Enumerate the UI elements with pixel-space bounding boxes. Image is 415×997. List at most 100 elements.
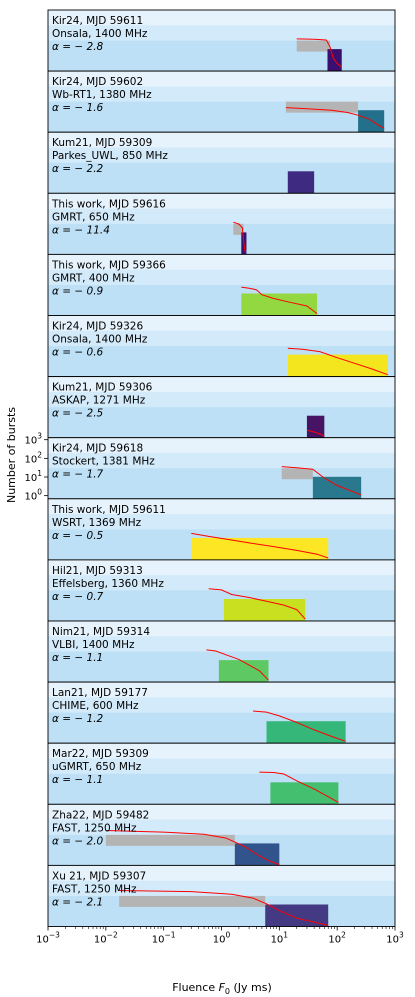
panel-band [48, 514, 395, 530]
panel-band [48, 911, 395, 927]
panel-band [48, 636, 395, 652]
panel-label-line1: Kum21, MJD 59309 [52, 137, 152, 149]
cumulative-curve [306, 429, 325, 437]
fluence-bar [358, 110, 385, 133]
gray-range-box [119, 895, 266, 907]
y-axis-ticks: 103 102 101 100 [24, 432, 48, 503]
x-tick-label: 10−3 [36, 931, 60, 946]
x-tick-label: 10−2 [94, 931, 118, 946]
panel-alpha: α = − 2.0 [52, 835, 104, 847]
panel-band [48, 452, 395, 469]
cumulative-curve [119, 890, 329, 926]
panel-label-line1: This work, MJD 59616 [51, 198, 166, 210]
panel-band [48, 697, 395, 714]
panel-alpha: α = − 0.6 [52, 347, 104, 359]
cumulative-curve [281, 466, 362, 496]
panel-band [48, 391, 395, 408]
x-tick-label: 100 [213, 931, 231, 946]
panel-label-line1: This work, MJD 59611 [51, 504, 166, 516]
panel-label-line2: FAST, 1250 MHz [52, 822, 137, 834]
fluence-bar [306, 415, 325, 438]
panel-band [48, 239, 395, 255]
panel-band [48, 483, 395, 500]
panel-band [48, 193, 395, 209]
panel-label-line2: Parkes_UWL, 850 MHz [52, 150, 168, 162]
panel-alpha: α = − 2.8 [52, 41, 104, 53]
panel-band [48, 804, 395, 820]
panel-band [48, 55, 395, 72]
x-tick-label: 102 [328, 931, 346, 946]
panel-label-line1: Kir24, MJD 59611 [52, 15, 143, 27]
cumulative-curve [241, 286, 318, 315]
panel-label-line2: Stockert, 1381 MHz [52, 456, 155, 468]
panel-band [48, 605, 395, 622]
panel-band [48, 71, 395, 87]
panel-band [48, 498, 395, 515]
panel-band [48, 880, 395, 897]
panel-label-line1: Lan21, MJD 59177 [52, 687, 148, 699]
panel-label-line2: Onsala, 1400 MHz [52, 28, 148, 40]
gray-range-box [105, 834, 235, 846]
panel-band [48, 743, 395, 759]
panel-alpha: α = − 2.2 [52, 163, 104, 175]
fluence-bar [218, 660, 269, 683]
panel-band [48, 559, 395, 576]
panel-band [48, 789, 395, 805]
fluence-bar [265, 904, 329, 927]
panel-alpha: α = − 1.1 [52, 774, 103, 786]
panel-alpha: α = − 11.4 [52, 224, 110, 236]
y-tick-label: 100 [24, 488, 42, 503]
gray-range-box [296, 40, 330, 52]
panel-band [48, 850, 395, 866]
panel-label-line1: Kir24, MJD 59326 [52, 321, 143, 333]
panel-label-line1: Zha22, MJD 59482 [52, 809, 149, 821]
fluence-bar [266, 721, 346, 744]
x-tick-label: 103 [386, 931, 404, 946]
panel-band [48, 147, 395, 164]
x-axis-label: Fluence F0 (Jy ms) [172, 981, 272, 996]
x-tick-label: 10−1 [152, 931, 176, 946]
panel-alpha: α = − 1.6 [52, 102, 104, 114]
fluence-bar [241, 293, 318, 316]
panel-label-line2: Wb-RT1, 1380 MHz [52, 89, 152, 101]
panel-alpha: α = − 2.5 [52, 408, 104, 420]
panel-label-line1: Xu 21, MJD 59307 [52, 870, 146, 882]
panel-band [48, 254, 395, 271]
panel-band [48, 116, 395, 133]
panel-alpha: α = − 0.5 [52, 530, 104, 542]
panel-band [48, 86, 395, 103]
x-tick-label: 101 [271, 931, 289, 946]
panel-label-line2: WSRT, 1369 MHz [52, 517, 142, 529]
panel-alpha: α = − 1.7 [52, 469, 104, 481]
panel-band [48, 621, 395, 637]
panel-label-line1: Hil21, MJD 59313 [52, 565, 143, 577]
cumulative-curve [252, 710, 346, 742]
panel-band [48, 269, 395, 286]
panel-alpha: α = − 2.1 [52, 896, 103, 908]
panel-label-line2: Onsala, 1400 MHz [52, 334, 148, 346]
panel-band [48, 10, 395, 26]
panel-band [48, 178, 395, 194]
panel-band [48, 651, 395, 668]
cumulative-curve [285, 107, 385, 129]
panel-label-line2: FAST, 1250 MHz [52, 883, 137, 895]
cumulative-curve [208, 588, 306, 620]
panel-label-line2: GMRT, 400 MHz [52, 272, 135, 284]
panel-alpha: α = − 0.9 [52, 285, 104, 297]
panel-label-line1: Kum21, MJD 59306 [52, 382, 153, 394]
fluence-bar [191, 537, 329, 560]
